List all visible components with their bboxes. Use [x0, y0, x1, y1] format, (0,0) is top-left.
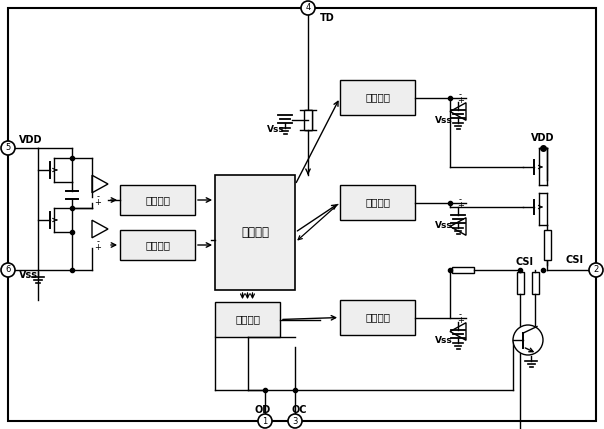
Text: -: -: [459, 90, 462, 99]
Circle shape: [288, 414, 302, 428]
Bar: [120, 185, 195, 215]
Text: Vss: Vss: [435, 116, 453, 125]
Text: CSI: CSI: [566, 255, 584, 265]
Bar: [340, 300, 415, 335]
Text: 3: 3: [292, 417, 298, 426]
Text: +: +: [94, 198, 101, 207]
Bar: [340, 80, 415, 115]
Bar: [544, 230, 550, 260]
Text: 1: 1: [262, 417, 268, 426]
Text: 过流检测: 过流检测: [365, 197, 390, 208]
Text: 充电检测: 充电检测: [365, 312, 390, 323]
Circle shape: [589, 263, 603, 277]
Text: Vss: Vss: [435, 221, 453, 230]
Bar: [215, 175, 295, 290]
Text: +: +: [457, 316, 464, 325]
Text: 4: 4: [306, 3, 310, 12]
Text: 控制逻辑: 控制逻辑: [235, 314, 260, 324]
Circle shape: [1, 141, 15, 155]
Circle shape: [1, 263, 15, 277]
Text: -: -: [96, 193, 99, 202]
Text: 过放检测: 过放检测: [145, 195, 170, 205]
Bar: [120, 230, 195, 260]
Bar: [215, 302, 280, 337]
Text: +: +: [457, 96, 464, 105]
Circle shape: [513, 325, 543, 355]
Text: 6: 6: [5, 266, 11, 275]
Text: 时钟电路: 时钟电路: [241, 226, 269, 239]
Bar: [340, 185, 415, 220]
Text: Vss: Vss: [19, 270, 38, 280]
Bar: [304, 110, 312, 130]
Bar: [532, 272, 539, 294]
Text: VDD: VDD: [532, 133, 554, 143]
Text: OD: OD: [255, 405, 271, 415]
Circle shape: [301, 1, 315, 15]
Bar: [516, 272, 524, 294]
Text: 短路检测: 短路检测: [365, 93, 390, 103]
Text: CSI: CSI: [515, 257, 533, 267]
Bar: [304, 110, 312, 130]
Bar: [452, 267, 474, 273]
Text: -: -: [459, 195, 462, 204]
Text: 5: 5: [5, 143, 11, 152]
Text: 过充检测: 过充检测: [145, 240, 170, 250]
Text: TD: TD: [320, 13, 335, 23]
Text: Vss: Vss: [267, 126, 285, 135]
Circle shape: [258, 414, 272, 428]
Text: VDD: VDD: [19, 135, 42, 145]
Text: -: -: [96, 238, 99, 247]
Text: OC: OC: [291, 405, 307, 415]
Text: Vss: Vss: [435, 336, 453, 345]
Text: 2: 2: [593, 266, 599, 275]
Text: +: +: [457, 201, 464, 210]
Text: -: -: [459, 310, 462, 319]
Text: +: +: [94, 243, 101, 252]
